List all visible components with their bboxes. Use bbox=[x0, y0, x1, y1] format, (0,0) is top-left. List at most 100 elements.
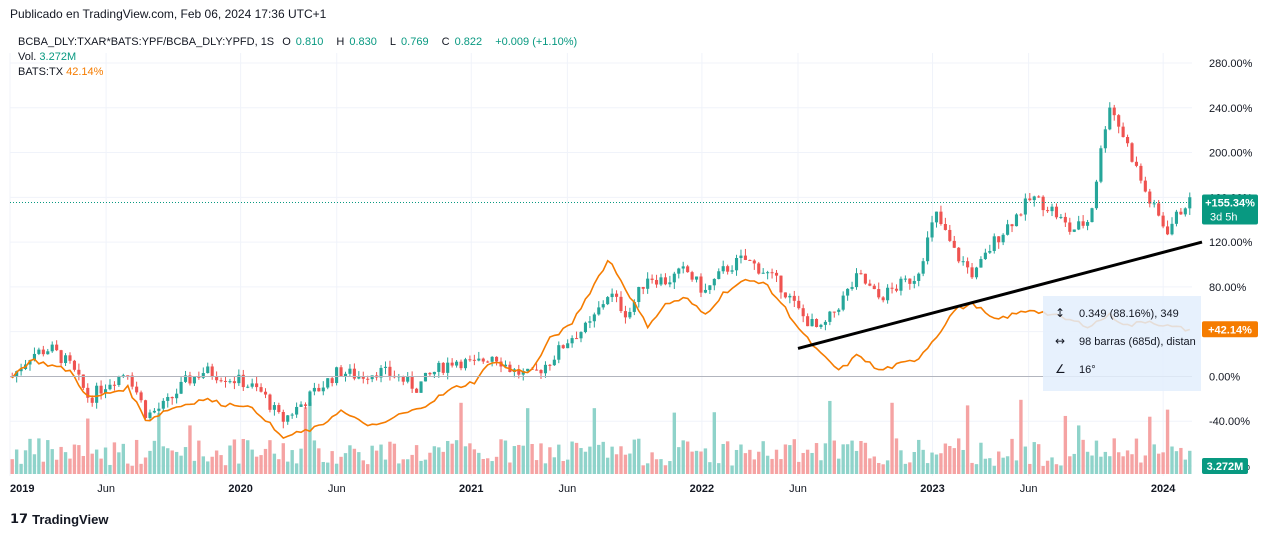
candle-body bbox=[361, 376, 365, 379]
volume-bar bbox=[121, 443, 126, 474]
candle-body bbox=[1037, 196, 1041, 198]
volume-bar bbox=[828, 400, 832, 474]
candle-body bbox=[1170, 223, 1174, 235]
volume-bar bbox=[503, 440, 508, 474]
volume-bar bbox=[561, 460, 565, 474]
volume-bar bbox=[574, 442, 579, 474]
legend-main-row[interactable]: BCBA_DLY:TXAR*BATS:YPF/BCBA_DLY:YPFD, 1S… bbox=[18, 35, 582, 50]
candle-body bbox=[721, 266, 725, 272]
candle-body bbox=[215, 376, 219, 381]
candle-body bbox=[112, 384, 116, 386]
volume-bar bbox=[814, 443, 819, 474]
volume-bar bbox=[1112, 438, 1116, 474]
candle-body bbox=[1148, 191, 1152, 204]
volume-bar bbox=[619, 446, 623, 474]
volume-bar bbox=[1090, 455, 1094, 474]
candle-body bbox=[766, 272, 770, 274]
x-axis[interactable]: 2019 Jun 2020 Jun 2021 Jun 2022 Jun 2023 Jun 2024 bbox=[10, 483, 1176, 495]
candle-body bbox=[539, 370, 543, 374]
volume-bar bbox=[339, 456, 343, 474]
candle-body bbox=[930, 222, 934, 238]
candle-body bbox=[583, 322, 588, 333]
y-axis[interactable]: 280.00%240.00%200.00%160.00%120.00%80.00… bbox=[1209, 58, 1253, 473]
volume-bar bbox=[739, 444, 743, 474]
volume-bar bbox=[481, 458, 485, 474]
candle-body bbox=[135, 386, 139, 393]
legend-volume-row[interactable]: Vol. 3.272M bbox=[18, 50, 582, 65]
candle-body bbox=[886, 287, 890, 301]
candle-body bbox=[939, 211, 943, 225]
volume-bar bbox=[374, 450, 379, 474]
volume-bar bbox=[512, 446, 517, 474]
candle-body bbox=[632, 301, 636, 312]
volume-bar bbox=[654, 459, 659, 474]
candle-body bbox=[459, 361, 463, 369]
candle-body bbox=[934, 211, 939, 223]
candle-body bbox=[1094, 181, 1099, 209]
price-chart[interactable]: ↕ 0.349 (88.16%), 349 ↔ 98 barras (685d), d… bbox=[0, 28, 1280, 508]
candle-body bbox=[59, 350, 63, 364]
candle-body bbox=[957, 247, 961, 262]
candle-body bbox=[1032, 196, 1036, 201]
volume-bar bbox=[708, 462, 712, 474]
volume-bar bbox=[765, 455, 770, 474]
candle-body bbox=[694, 276, 699, 280]
chart-legend: BCBA_DLY:TXAR*BATS:YPF/BCBA_DLY:YPFD, 1S… bbox=[18, 35, 582, 80]
volume-bar bbox=[583, 451, 588, 474]
legend-overlay-row[interactable]: BATS:TX 42.14% bbox=[18, 65, 582, 80]
candle-body bbox=[1081, 221, 1085, 226]
volume-bar bbox=[370, 445, 374, 474]
candle-body bbox=[201, 373, 205, 378]
candle-body bbox=[383, 366, 388, 368]
candle-body bbox=[272, 405, 276, 410]
volume-bar bbox=[1099, 456, 1103, 474]
candle-body bbox=[570, 338, 574, 344]
volume-bar bbox=[312, 440, 317, 474]
candle-body bbox=[183, 375, 188, 382]
volume-bar bbox=[139, 463, 143, 474]
candle-body bbox=[979, 259, 983, 268]
candle-body bbox=[783, 292, 787, 298]
volume-bar bbox=[1001, 457, 1005, 474]
candle-body bbox=[601, 304, 605, 308]
volume-bar bbox=[1108, 456, 1112, 474]
candle-body bbox=[948, 229, 952, 241]
volume-bar bbox=[508, 462, 512, 474]
volume-bar bbox=[899, 450, 903, 474]
volume-bar bbox=[770, 458, 774, 474]
candle-body bbox=[774, 272, 779, 276]
candle-body bbox=[303, 404, 308, 406]
candle-body bbox=[19, 368, 23, 372]
candle-body bbox=[797, 300, 801, 309]
candle-body bbox=[1077, 221, 1081, 230]
volume-bar bbox=[446, 440, 450, 474]
candle-body bbox=[1139, 165, 1143, 181]
candle-body bbox=[543, 364, 548, 374]
drawings-layer[interactable]: ↕ 0.349 (88.16%), 349 ↔ 98 barras (685d), d… bbox=[10, 202, 1203, 391]
volume-bar bbox=[801, 452, 805, 474]
candle-body bbox=[810, 318, 814, 327]
volume-bar bbox=[957, 438, 961, 474]
volume-bar bbox=[19, 463, 23, 474]
candle-body bbox=[206, 366, 210, 374]
volume-bar bbox=[810, 452, 814, 474]
volume-bar bbox=[908, 462, 912, 474]
candle-body bbox=[588, 321, 592, 323]
volume-bar bbox=[863, 442, 868, 474]
candle-body bbox=[463, 359, 468, 369]
tradingview-logo[interactable]: 𝟭𝟳 TradingView bbox=[10, 511, 108, 527]
volume-bar bbox=[841, 444, 845, 474]
candle-body bbox=[561, 345, 565, 349]
volume-bar bbox=[130, 465, 134, 474]
candle-body bbox=[592, 314, 596, 322]
candle-body bbox=[1086, 222, 1090, 226]
volume-bar bbox=[272, 453, 277, 474]
candle-body bbox=[1117, 115, 1121, 127]
volume-bar bbox=[1010, 438, 1014, 474]
volume-bar bbox=[912, 452, 916, 474]
overlay-value-badge bbox=[1202, 321, 1258, 338]
volume-bar bbox=[286, 461, 290, 474]
candle-body bbox=[1046, 210, 1050, 212]
volume-bar bbox=[1094, 440, 1099, 474]
candle-body bbox=[441, 362, 445, 373]
